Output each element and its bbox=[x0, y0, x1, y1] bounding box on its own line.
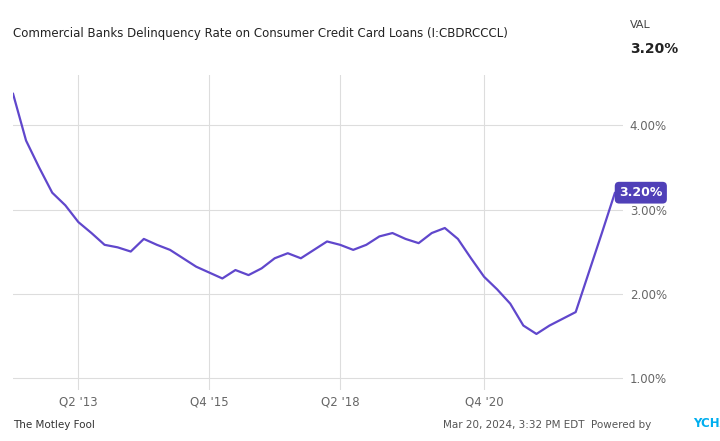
Text: VAL: VAL bbox=[630, 20, 651, 30]
Text: YCHARTS: YCHARTS bbox=[693, 417, 720, 430]
Text: Mar 20, 2024, 3:32 PM EDT  Powered by: Mar 20, 2024, 3:32 PM EDT Powered by bbox=[443, 420, 654, 430]
Text: 3.20%: 3.20% bbox=[619, 186, 662, 199]
Text: 3.20%: 3.20% bbox=[630, 42, 678, 56]
Text: The Motley Fool: The Motley Fool bbox=[13, 420, 95, 430]
Text: Commercial Banks Delinquency Rate on Consumer Credit Card Loans (I:CBDRCCCL): Commercial Banks Delinquency Rate on Con… bbox=[13, 27, 508, 40]
